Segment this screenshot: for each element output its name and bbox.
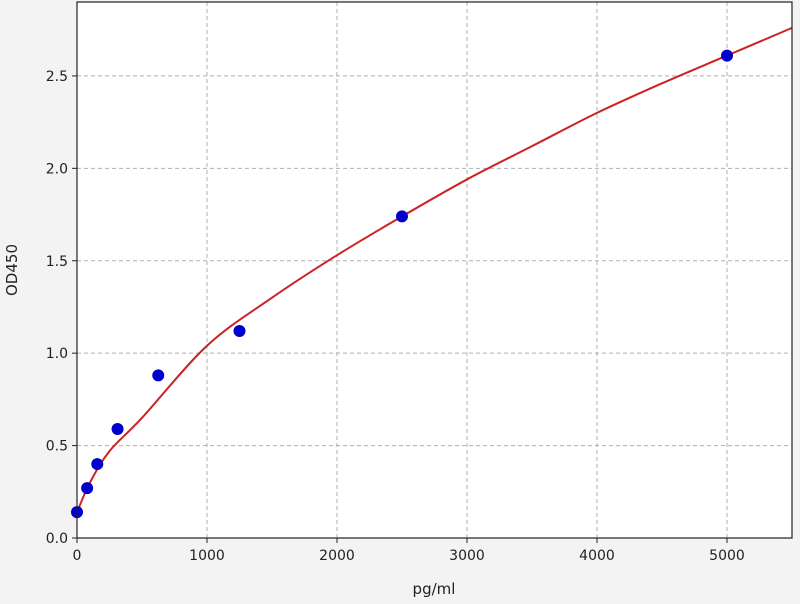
y-tick-label: 1.5 xyxy=(46,254,68,270)
data-point xyxy=(152,369,165,382)
data-point xyxy=(81,482,94,495)
plot-area xyxy=(77,2,792,538)
data-point xyxy=(721,49,733,62)
y-axis-label: OD450 xyxy=(3,244,21,296)
plot-frame xyxy=(76,1,793,539)
y-tick-label: 0.5 xyxy=(46,439,68,455)
data-point xyxy=(111,422,124,435)
fit-curve-layer xyxy=(76,26,793,513)
x-tick-label: 4000 xyxy=(579,548,615,564)
fit-curve-line xyxy=(76,26,793,513)
x-tick-label: 0 xyxy=(73,548,82,564)
y-tick-label: 2.0 xyxy=(46,161,68,177)
data-point xyxy=(91,458,104,471)
x-tick-label: 1000 xyxy=(189,548,225,564)
y-tick-label: 0.0 xyxy=(46,531,68,547)
y-tick-label: 1.0 xyxy=(46,346,68,362)
x-axis-label: pg/ml xyxy=(413,580,456,598)
x-tick-label: 2000 xyxy=(319,548,355,564)
data-point xyxy=(233,324,246,337)
y-axis-ticks: 0.0 0.5 1.0 1.5 2.0 2.5 xyxy=(46,69,77,547)
data-points xyxy=(71,49,733,519)
x-tick-label: 3000 xyxy=(449,548,485,564)
x-axis-ticks: 0 1000 2000 3000 4000 5000 xyxy=(73,538,745,564)
y-tick-label: 2.5 xyxy=(46,69,68,85)
data-point xyxy=(396,210,408,223)
x-tick-label: 5000 xyxy=(709,548,745,564)
